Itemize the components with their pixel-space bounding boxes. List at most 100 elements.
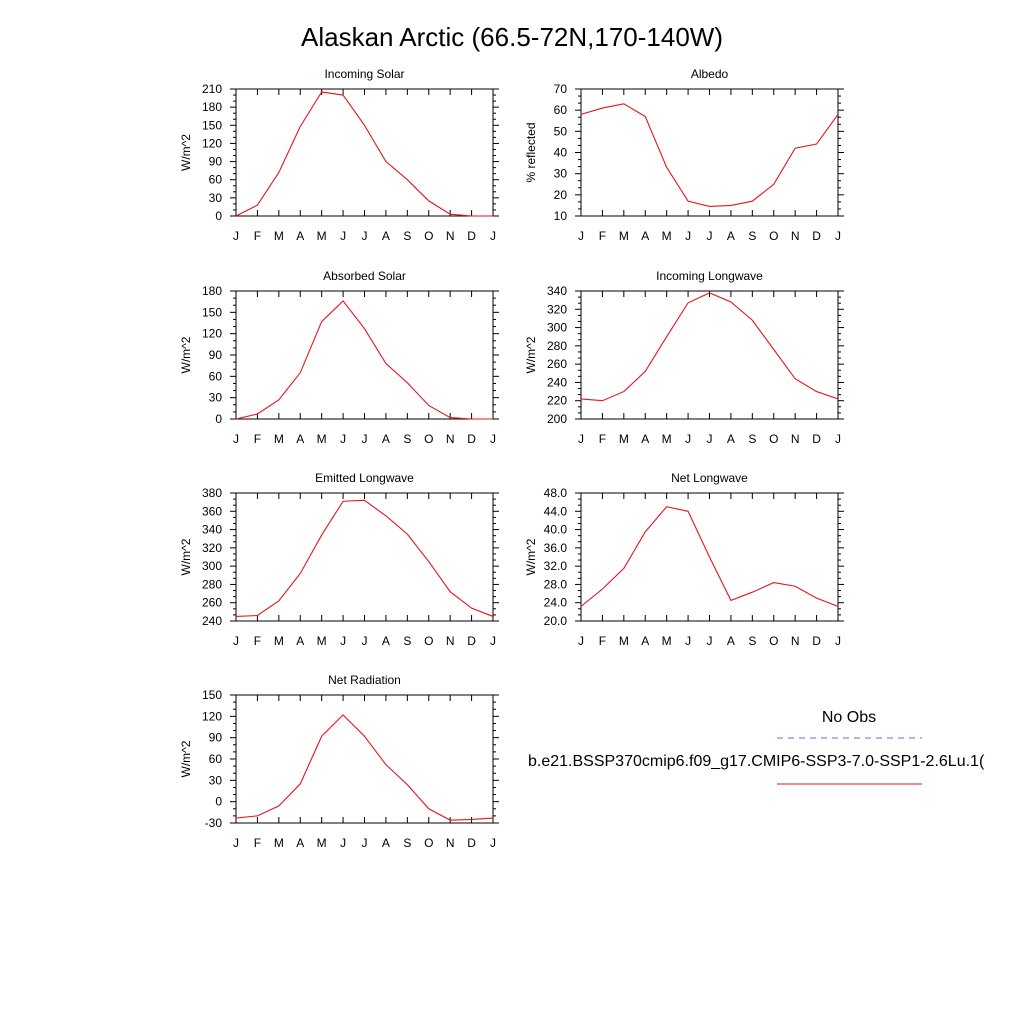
x-tick-label: J xyxy=(233,836,239,850)
x-tick-label: F xyxy=(254,634,261,648)
y-tick-label: 60 xyxy=(209,752,223,766)
x-tick-label: A xyxy=(641,432,649,446)
x-tick-label: F xyxy=(599,634,606,648)
y-tick-label: -30 xyxy=(205,816,223,830)
x-tick-label: S xyxy=(748,634,756,648)
y-tick-label: 200 xyxy=(547,412,567,426)
x-tick-label: A xyxy=(296,229,304,243)
y-tick-label: 380 xyxy=(202,486,222,500)
x-tick-label: O xyxy=(424,634,433,648)
x-tick-label: F xyxy=(254,432,261,446)
x-tick-label: F xyxy=(599,229,606,243)
y-tick-label: 240 xyxy=(202,614,222,628)
x-tick-label: M xyxy=(662,634,672,648)
plot-frame xyxy=(580,290,839,420)
y-tick-label: 50 xyxy=(554,124,568,138)
x-tick-label: A xyxy=(296,836,304,850)
y-tick-label: 44.0 xyxy=(544,504,568,518)
x-tick-label: A xyxy=(382,229,390,243)
y-axis-label: W/m^2 xyxy=(179,740,193,777)
panel-title: Incoming Solar xyxy=(324,67,404,81)
x-tick-label: N xyxy=(791,229,800,243)
x-tick-label: M xyxy=(274,432,284,446)
x-tick-label: D xyxy=(467,634,476,648)
plot-frame xyxy=(235,694,494,824)
y-tick-label: 0 xyxy=(215,412,222,426)
y-tick-label: 280 xyxy=(202,577,222,591)
y-tick-label: 240 xyxy=(547,375,567,389)
x-tick-label: N xyxy=(791,432,800,446)
x-tick-label: S xyxy=(748,432,756,446)
y-tick-label: 0 xyxy=(215,209,222,223)
x-tick-label: O xyxy=(769,432,778,446)
x-tick-label: O xyxy=(424,432,433,446)
series-line-1 xyxy=(235,300,493,420)
y-tick-label: 20 xyxy=(554,188,568,202)
legend-obs-label: No Obs xyxy=(822,709,876,726)
x-tick-label: J xyxy=(490,836,496,850)
x-tick-label: O xyxy=(769,229,778,243)
legend-model-label: b.e21.BSSP370cmip6.f09_g17.CMIP6-SSP3-7.… xyxy=(528,753,985,770)
x-tick-label: S xyxy=(403,836,411,850)
x-tick-label: S xyxy=(748,229,756,243)
y-tick-label: 210 xyxy=(202,82,222,96)
y-axis-label: W/m^2 xyxy=(179,134,193,171)
y-tick-label: 60 xyxy=(209,369,223,383)
panel-title: Emitted Longwave xyxy=(315,471,414,485)
plot-frame xyxy=(235,492,494,622)
panel-title: Net Radiation xyxy=(328,673,401,687)
x-tick-label: N xyxy=(446,634,455,648)
x-tick-label: D xyxy=(812,634,821,648)
plot-frame xyxy=(580,88,839,217)
x-tick-label: F xyxy=(254,229,261,243)
y-tick-label: 150 xyxy=(202,305,222,319)
x-tick-label: J xyxy=(685,229,691,243)
y-tick-label: 120 xyxy=(202,136,222,150)
x-tick-label: J xyxy=(685,432,691,446)
panel-title: Net Longwave xyxy=(671,471,748,485)
x-tick-label: M xyxy=(317,432,327,446)
y-tick-label: 24.0 xyxy=(544,596,568,610)
x-tick-label: S xyxy=(403,229,411,243)
series-line-1 xyxy=(580,506,839,607)
x-tick-label: M xyxy=(619,229,629,243)
y-tick-label: 48.0 xyxy=(544,486,568,500)
x-tick-label: J xyxy=(490,229,496,243)
y-tick-label: 90 xyxy=(209,731,223,745)
y-tick-label: 120 xyxy=(202,327,222,341)
x-tick-label: A xyxy=(641,634,649,648)
x-tick-label: D xyxy=(467,432,476,446)
y-tick-label: 280 xyxy=(547,339,567,353)
x-tick-label: N xyxy=(791,634,800,648)
x-tick-label: A xyxy=(382,836,390,850)
y-tick-label: 340 xyxy=(202,523,222,537)
figure-title: Alaskan Arctic (66.5-72N,170-140W) xyxy=(301,22,723,52)
y-axis-label: W/m^2 xyxy=(524,538,538,575)
x-tick-label: O xyxy=(424,836,433,850)
x-tick-label: M xyxy=(274,229,284,243)
x-tick-label: M xyxy=(662,229,672,243)
y-tick-label: 10 xyxy=(554,209,568,223)
x-tick-label: J xyxy=(707,432,713,446)
x-tick-label: J xyxy=(578,432,584,446)
x-tick-label: M xyxy=(317,229,327,243)
x-tick-label: M xyxy=(619,432,629,446)
y-tick-label: 220 xyxy=(547,394,567,408)
y-axis-label: W/m^2 xyxy=(179,336,193,373)
y-tick-label: 150 xyxy=(202,688,222,702)
x-tick-label: N xyxy=(446,836,455,850)
x-tick-label: J xyxy=(362,634,368,648)
x-tick-label: M xyxy=(662,432,672,446)
series-line-1 xyxy=(235,499,494,617)
x-tick-label: D xyxy=(467,836,476,850)
y-axis-label: W/m^2 xyxy=(524,336,538,373)
series-line-1 xyxy=(580,103,839,208)
x-tick-label: J xyxy=(233,634,239,648)
y-tick-label: 20.0 xyxy=(544,614,568,628)
x-tick-label: J xyxy=(707,229,713,243)
